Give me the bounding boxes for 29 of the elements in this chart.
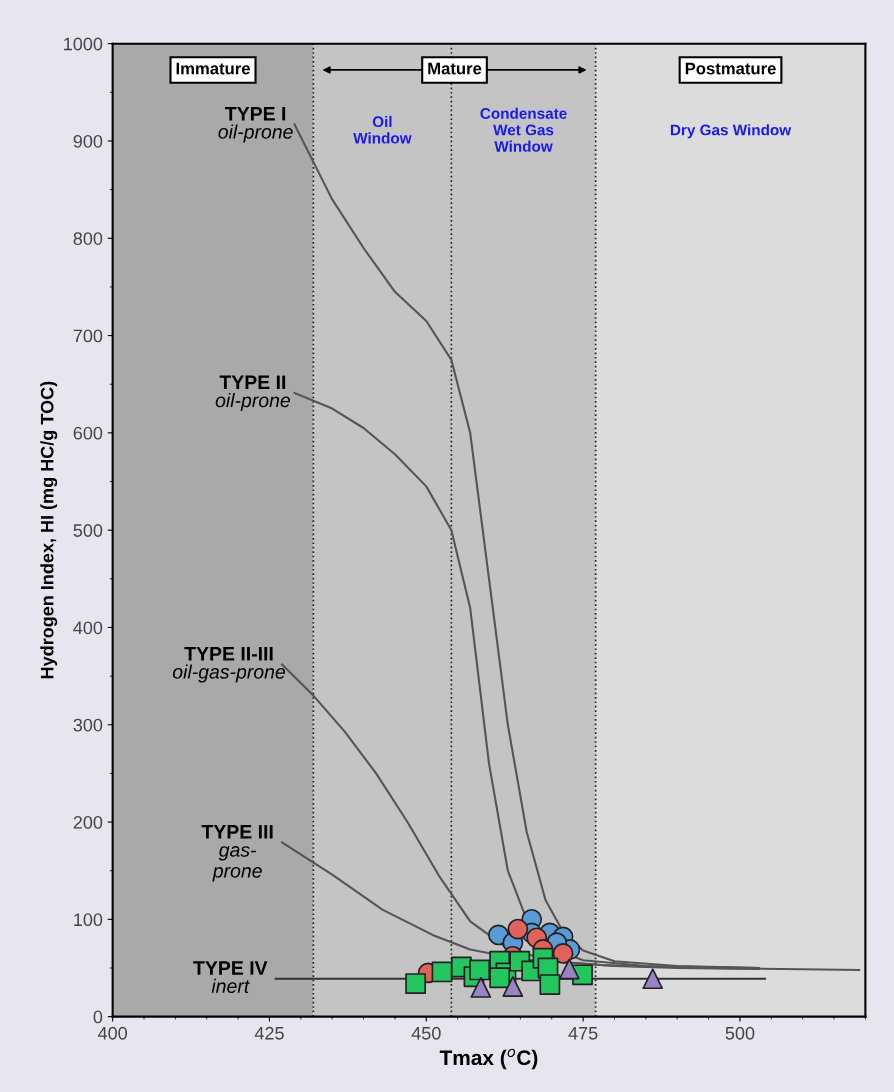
- y-axis-title: Hydrogen Index, HI (mg HC/g TOC): [40, 381, 58, 679]
- annotation: Dry Gas Window: [670, 124, 792, 139]
- x-axis-title: Tmax ($^{o}$C): [439, 1048, 538, 1070]
- x-tick-label: 450: [411, 1026, 441, 1040]
- y-tick-label: 800: [73, 232, 103, 245]
- y-tick-label: 500: [73, 524, 103, 537]
- x-tick-label: 400: [98, 1026, 127, 1040]
- band-label: Mature: [428, 62, 482, 75]
- series-label: TYPE II oil-prone: [215, 375, 291, 412]
- x-tick-label: 425: [254, 1026, 284, 1040]
- y-tick-label: 900: [73, 134, 103, 148]
- series-label: TYPE II-III oil-gas-prone: [172, 647, 286, 683]
- band-label: Immature: [176, 62, 250, 75]
- x-tick-label: 475: [568, 1027, 598, 1040]
- series-label: TYPE I oil-prone: [218, 107, 293, 143]
- x-tick-label: 500: [725, 1026, 755, 1040]
- y-tick-label: 100: [74, 913, 103, 927]
- y-tick-label: 200: [73, 815, 103, 829]
- y-tick-label: 300: [73, 718, 103, 732]
- annotation: Condensate Wet Gas Window: [480, 107, 567, 152]
- y-tick-label: 600: [73, 426, 103, 440]
- series-label: TYPE IV inert: [193, 961, 268, 993]
- series-label: TYPE III gas- prone: [201, 825, 273, 882]
- y-tick-label: 1000: [64, 37, 103, 51]
- y-tick-label: 400: [73, 621, 103, 635]
- band-label: Postmature: [685, 62, 776, 75]
- y-tick-label: 700: [73, 329, 103, 343]
- y-tick-label: 0: [93, 1010, 103, 1024]
- annotation: Oil Window: [353, 115, 412, 144]
